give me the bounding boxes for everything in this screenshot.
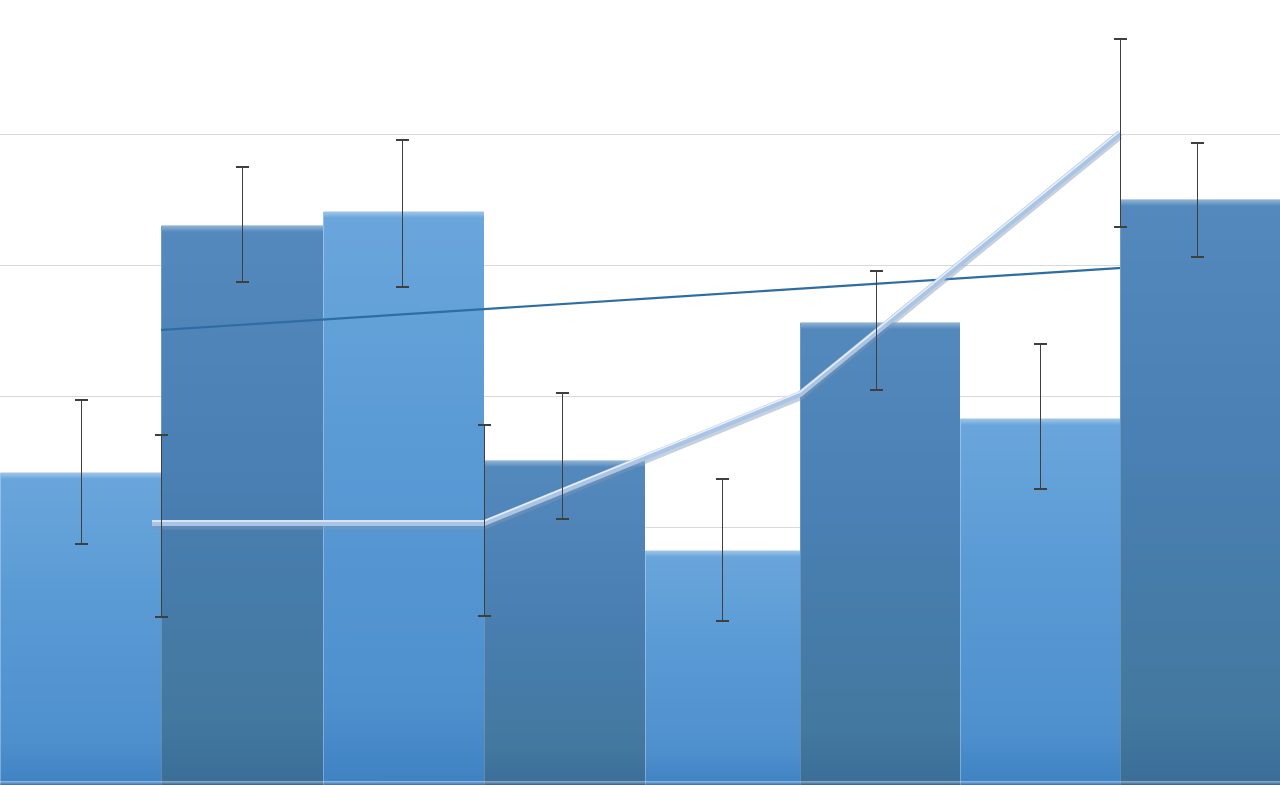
error-bar-boundary-4 (478, 424, 491, 617)
error-bar-4 (556, 392, 569, 520)
error-bar-1 (75, 399, 88, 545)
error-cap-bottom (155, 616, 168, 618)
error-cap-bottom (236, 281, 249, 283)
gridline-3 (0, 396, 1280, 397)
error-cap-bottom (396, 286, 409, 288)
error-cap-bottom (1191, 256, 1204, 258)
error-cap-top (478, 424, 491, 426)
error-bar-5 (716, 478, 729, 622)
error-bar-7 (1034, 343, 1047, 490)
error-cap-bottom (716, 620, 729, 622)
error-cap-bottom (75, 543, 88, 545)
gridline-1 (0, 134, 1280, 135)
error-cap-bottom (556, 518, 569, 520)
error-cap-top (155, 434, 168, 436)
error-cap-top (870, 270, 883, 272)
error-cap-top (396, 139, 409, 141)
error-cap-bottom (870, 389, 883, 391)
baseline (0, 781, 1280, 785)
step-line-shadow (152, 133, 1123, 530)
step-line (152, 130, 1122, 526)
error-bar-8 (1191, 142, 1204, 258)
bar-2[interactable] (161, 225, 323, 785)
error-bar-boundary-8 (1114, 38, 1127, 228)
error-bar-boundary-2 (155, 434, 168, 618)
error-bar-2 (236, 166, 249, 283)
error-cap-top (716, 478, 729, 480)
error-cap-top (1191, 142, 1204, 144)
error-cap-top (1034, 343, 1047, 345)
error-cap-top (236, 166, 249, 168)
trend-line (160, 266, 1121, 332)
error-bar-3 (396, 139, 409, 288)
error-cap-bottom (478, 615, 491, 617)
bar-6[interactable] (800, 322, 960, 785)
error-cap-top (75, 399, 88, 401)
gridline-2 (0, 265, 1280, 266)
error-cap-top (1114, 38, 1127, 40)
error-cap-bottom (1114, 226, 1127, 228)
error-cap-bottom (1034, 488, 1047, 490)
error-bar-6 (870, 270, 883, 391)
step-line-highlight (152, 130, 1121, 522)
error-cap-top (556, 392, 569, 394)
